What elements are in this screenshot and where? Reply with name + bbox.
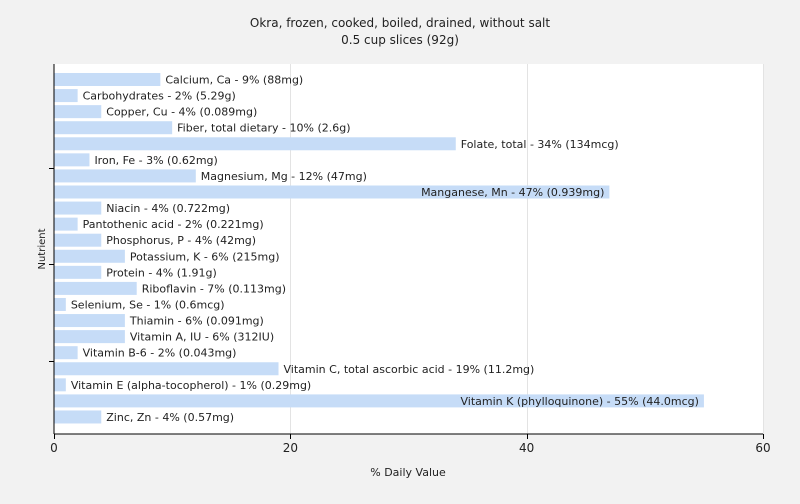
- bar: [54, 330, 125, 344]
- bar-label: Magnesium, Mg - 12% (47mg): [201, 170, 367, 183]
- x-axis-label: % Daily Value: [370, 466, 446, 479]
- bar-label: Folate, total - 34% (134mcg): [461, 138, 619, 151]
- bar: [54, 346, 78, 360]
- bar-label: Fiber, total dietary - 10% (2.6g): [177, 122, 350, 135]
- bar-label: Niacin - 4% (0.722mg): [106, 202, 230, 215]
- grid-lines: [290, 64, 764, 434]
- bar-label: Iron, Fe - 3% (0.62mg): [94, 154, 217, 167]
- chart-title: Okra, frozen, cooked, boiled, drained, w…: [250, 16, 550, 30]
- bar-label: Vitamin K (phylloquinone) - 55% (44.0mcg…: [460, 395, 698, 408]
- axis-ticks: 0 20 40 60: [49, 168, 771, 455]
- bar-label: Vitamin E (alpha-tocopherol) - 1% (0.29m…: [71, 379, 311, 392]
- bar-label: Copper, Cu - 4% (0.089mg): [106, 106, 257, 119]
- x-tick-label: 0: [50, 441, 58, 455]
- bar-label: Thiamin - 6% (0.091mg): [129, 315, 264, 328]
- bar-label: Zinc, Zn - 4% (0.57mg): [106, 411, 234, 424]
- bar-label: Pantothenic acid - 2% (0.221mg): [83, 218, 264, 231]
- bar-label: Phosphorus, P - 4% (42mg): [106, 234, 256, 247]
- bar-label: Riboflavin - 7% (0.113mg): [142, 282, 286, 295]
- bar-label: Vitamin A, IU - 6% (312IU): [130, 331, 274, 344]
- bars: [54, 73, 704, 424]
- bar: [54, 378, 66, 392]
- bar: [54, 105, 102, 119]
- bar-label: Vitamin B-6 - 2% (0.043mg): [83, 347, 237, 360]
- bar-labels: Calcium, Ca - 9% (88mg) Carbohydrates - 2…: [71, 74, 699, 424]
- bar-label: Calcium, Ca - 9% (88mg): [165, 74, 303, 87]
- bar: [54, 217, 78, 231]
- x-tick-label: 40: [519, 441, 534, 455]
- y-axis-label: Nutrient: [37, 228, 48, 269]
- bar: [54, 185, 610, 199]
- bar: [54, 153, 90, 167]
- bar: [54, 362, 279, 376]
- bar: [54, 265, 102, 279]
- bar: [54, 169, 196, 183]
- bar-label: Vitamin C, total ascorbic acid - 19% (11…: [284, 363, 535, 376]
- bar: [54, 314, 125, 328]
- bar: [54, 121, 173, 135]
- bar: [54, 89, 78, 103]
- bar-label: Protein - 4% (1.91g): [106, 266, 217, 279]
- bar: [54, 281, 137, 295]
- bar: [54, 410, 102, 424]
- bar-label: Manganese, Mn - 47% (0.939mg): [421, 186, 604, 199]
- bar: [54, 297, 66, 311]
- bar: [54, 137, 456, 151]
- chart-subtitle: 0.5 cup slices (92g): [341, 33, 459, 47]
- bar: [54, 201, 102, 215]
- x-tick-label: 20: [283, 441, 298, 455]
- bar: [54, 233, 102, 247]
- bar: [54, 249, 125, 263]
- bar: [54, 394, 704, 408]
- bar: [54, 73, 161, 86]
- bar-label: Carbohydrates - 2% (5.29g): [83, 90, 236, 103]
- bar-label: Selenium, Se - 1% (0.6mcg): [71, 298, 225, 311]
- bar-label: Potassium, K - 6% (215mg): [130, 250, 280, 263]
- x-tick-label: 60: [755, 441, 770, 455]
